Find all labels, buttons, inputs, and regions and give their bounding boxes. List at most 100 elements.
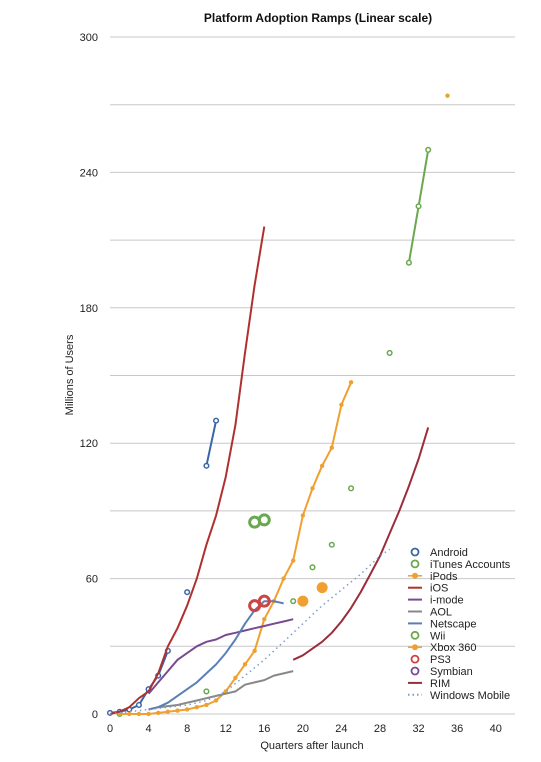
series-line [148, 670, 294, 711]
x-tick-label: 24 [335, 723, 347, 735]
chart-title: Platform Adoption Ramps (Linear scale) [204, 11, 432, 25]
legend-item: iPods [408, 571, 458, 583]
series-layer [106, 93, 450, 718]
data-point [386, 349, 393, 356]
legend-label: Xbox 360 [430, 642, 476, 654]
legend-label: Symbian [430, 666, 473, 678]
data-point [405, 259, 412, 266]
data-point [415, 203, 422, 210]
legend-item: PS3 [410, 654, 451, 666]
legend-item: iTunes Accounts [410, 559, 511, 571]
legend-marker [412, 644, 418, 651]
data-point [257, 513, 271, 527]
legend-label: RIM [430, 678, 450, 690]
x-tick-label: 32 [412, 723, 424, 735]
series-line [119, 381, 353, 715]
data-point [348, 485, 355, 492]
legend-item: Windows Mobile [408, 690, 510, 702]
legend-marker [410, 547, 420, 557]
legend-item: Android [410, 547, 468, 559]
data-point [135, 701, 142, 709]
legend-item: Xbox 360 [408, 642, 476, 654]
data-point [184, 707, 190, 712]
series-ios [109, 226, 266, 715]
series-itunes-accounts [116, 146, 432, 718]
x-tick-label: 36 [451, 723, 463, 735]
x-tick-label: 20 [297, 723, 309, 735]
data-point [348, 380, 354, 385]
y-axis-label: Millions of Users [64, 334, 76, 415]
data-point [309, 564, 316, 571]
data-point [175, 708, 180, 713]
legend-label: PS3 [430, 654, 451, 666]
data-point [213, 417, 220, 424]
data-point [290, 598, 297, 605]
x-tick-label: 40 [490, 723, 502, 735]
data-point [281, 576, 286, 581]
series-line [109, 226, 266, 715]
data-point [127, 711, 132, 717]
legend-item: iOS [408, 583, 448, 595]
x-axis-label: Quarters after launch [260, 740, 363, 752]
data-point [233, 675, 238, 681]
data-point [184, 589, 191, 596]
data-point [242, 662, 248, 667]
x-tick-label: 4 [146, 723, 152, 735]
legend-item: RIM [408, 678, 450, 690]
x-tick-label: 8 [184, 723, 190, 735]
series-rim [292, 427, 430, 661]
legend-marker [410, 630, 420, 640]
legend-item: Netscape [408, 618, 476, 630]
data-point [252, 648, 257, 654]
series-line [205, 420, 218, 467]
y-tick-label: 60 [86, 574, 98, 586]
legend-item: AOL [408, 607, 452, 619]
series-line [147, 618, 294, 695]
y-tick-label: 300 [80, 32, 98, 44]
data-point [203, 688, 210, 695]
data-point [316, 582, 328, 594]
legend-marker [410, 559, 420, 569]
data-point [194, 705, 199, 710]
y-tick-label: 120 [80, 438, 98, 450]
series-android [106, 417, 220, 716]
x-tick-label: 12 [220, 723, 232, 735]
data-point [328, 541, 335, 548]
legend-label: AOL [430, 607, 452, 619]
axes: 0 60 120 180 240 300 0 4 8 12 16 20 24 28 32 36 40 [80, 32, 502, 735]
y-tick-label: 240 [80, 167, 98, 179]
x-tick-label: 0 [107, 723, 113, 735]
data-point [445, 93, 450, 98]
y-tick-label: 180 [80, 303, 98, 315]
series-ipods [117, 93, 450, 717]
data-point [213, 698, 219, 703]
legend-label: i-mode [430, 595, 464, 607]
series-xbox-360 [297, 582, 328, 607]
x-tick-label: 16 [258, 723, 270, 735]
legend-label: Windows Mobile [430, 690, 510, 702]
data-point [329, 445, 334, 450]
data-point [310, 486, 315, 491]
legend-label: Wii [430, 630, 445, 642]
legend-label: iPods [430, 571, 458, 583]
data-point [204, 702, 209, 708]
data-point [136, 711, 142, 717]
x-tick-label: 28 [374, 723, 386, 735]
legend-item: Symbian [410, 666, 473, 678]
data-point [203, 462, 210, 469]
grid [110, 36, 515, 715]
data-point [319, 463, 325, 468]
series-line [292, 427, 430, 661]
legend-marker [410, 654, 420, 664]
legend-label: iOS [430, 583, 448, 595]
data-point [425, 146, 432, 153]
legend-item: i-mode [408, 595, 464, 607]
data-point [257, 594, 271, 608]
data-point [339, 402, 344, 408]
data-point [300, 513, 306, 518]
data-point [297, 595, 309, 607]
data-point [262, 617, 267, 622]
legend-marker [412, 572, 418, 579]
